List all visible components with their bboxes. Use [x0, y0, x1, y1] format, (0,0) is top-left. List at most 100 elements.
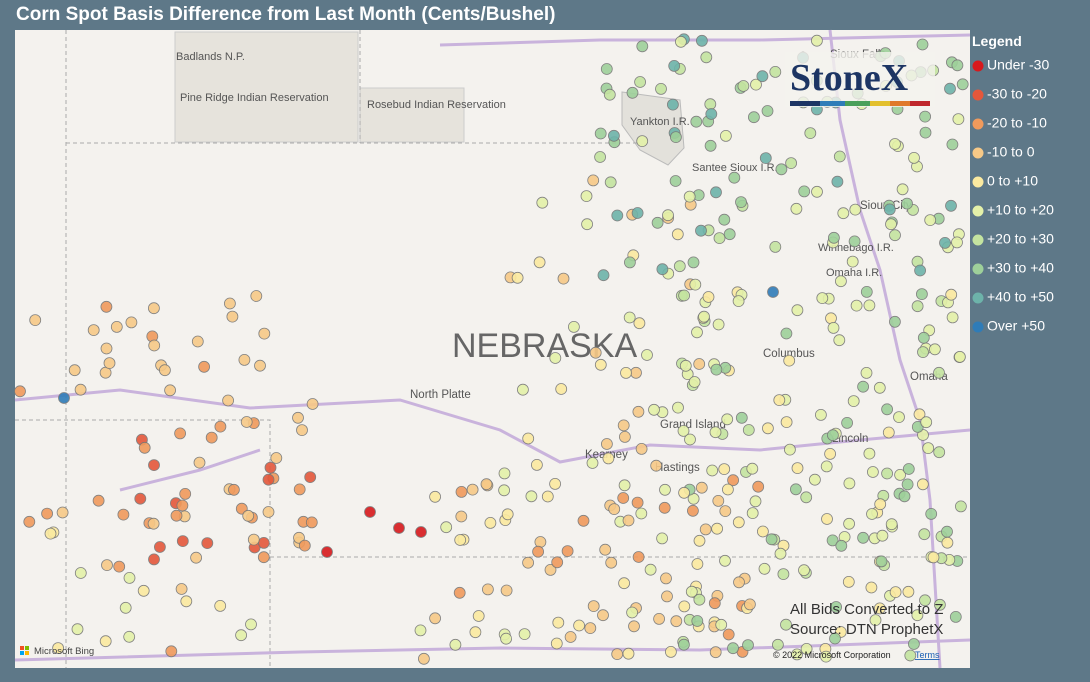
bid-dot — [721, 413, 734, 426]
bid-dot — [732, 295, 745, 308]
bid-dot — [873, 602, 886, 615]
bid-dot — [600, 63, 613, 75]
bid-dot — [709, 426, 722, 439]
bid-dot — [555, 383, 568, 395]
bid-dot — [918, 528, 931, 541]
bid-dot — [869, 614, 882, 626]
bid-dot — [623, 311, 636, 324]
bid-dot — [469, 626, 482, 639]
bid-dot — [551, 556, 564, 569]
bid-dot — [941, 525, 953, 538]
legend-title: Legend — [972, 33, 1022, 49]
bid-dot — [636, 40, 649, 53]
bid-dot — [417, 652, 430, 665]
bid-dot — [393, 522, 405, 534]
bid-dot — [262, 506, 275, 518]
bid-dot — [87, 324, 100, 337]
bid-dot — [453, 586, 466, 599]
bid-dot — [690, 115, 703, 128]
bid-dot — [601, 438, 613, 450]
map-label: Badlands N.P. — [176, 51, 245, 63]
region-label: NEBRASKA — [452, 327, 637, 365]
bid-dot — [214, 420, 227, 433]
bid-dot — [304, 471, 317, 484]
bid-dot — [599, 543, 612, 556]
bid-dot — [746, 462, 759, 475]
bid-dot — [481, 583, 494, 596]
bid-dot — [934, 598, 946, 611]
bid-dot — [92, 494, 105, 507]
bid-dot — [750, 78, 762, 91]
bid-dot — [498, 467, 511, 480]
legend-label: -30 to -20 — [987, 86, 1047, 102]
bid-dot — [685, 585, 698, 598]
bid-dot — [23, 515, 36, 528]
logo-bar — [790, 101, 930, 106]
bid-dot — [695, 481, 708, 494]
bid-dot — [500, 632, 513, 645]
bid-dot — [633, 317, 646, 330]
bid-dot — [619, 430, 631, 443]
bid-dot — [586, 457, 599, 469]
bid-dot — [863, 447, 876, 460]
bid-dot — [176, 535, 189, 547]
bid-dot — [712, 494, 725, 507]
bid-dot — [693, 593, 706, 606]
bid-dot — [14, 385, 26, 398]
bid-dot — [683, 190, 696, 203]
legend-marker — [972, 89, 984, 101]
terms-link[interactable]: Terms — [915, 650, 940, 660]
bid-dot — [885, 518, 898, 531]
bid-dot — [611, 648, 624, 660]
bid-dot — [296, 424, 308, 437]
bid-dot — [800, 643, 813, 655]
legend-marker — [972, 263, 984, 275]
bid-dot — [125, 316, 138, 329]
bid-dot — [668, 60, 681, 72]
bid-dot — [693, 358, 706, 370]
bid-dot — [536, 196, 549, 209]
bid-dot — [901, 478, 914, 491]
bid-dot — [455, 485, 468, 498]
bid-dot — [744, 598, 756, 611]
bid-dot — [250, 290, 263, 302]
bid-dot — [518, 628, 531, 640]
bid-dot — [44, 527, 57, 540]
bid-dot — [257, 551, 270, 564]
bid-dot — [672, 401, 684, 414]
bid-dot — [622, 647, 635, 660]
legend-marker — [972, 118, 984, 130]
bid-dot — [749, 495, 762, 508]
bid-dot — [911, 300, 924, 313]
bing-logo — [20, 646, 24, 650]
bid-dot — [103, 357, 116, 370]
bid-dot — [541, 490, 554, 503]
bid-dot — [41, 507, 53, 520]
bid-dot — [603, 88, 616, 101]
bid-dot — [693, 534, 706, 547]
bid-dot — [134, 492, 147, 505]
bid-dot — [597, 269, 610, 282]
bid-dot — [552, 616, 565, 629]
bid-dot — [148, 459, 160, 472]
bid-dot — [841, 416, 853, 429]
bid-dot — [525, 490, 538, 503]
bid-dot — [655, 83, 667, 95]
bid-dot — [722, 628, 735, 641]
bid-dot — [684, 433, 696, 446]
bid-dot — [735, 196, 747, 209]
bid-dot — [214, 600, 227, 612]
bid-dot — [415, 526, 427, 538]
bid-dot — [678, 638, 690, 651]
bid-dot — [117, 508, 130, 521]
bid-dot — [780, 327, 793, 340]
bid-dot — [876, 529, 889, 542]
bid-dot — [190, 551, 203, 564]
legend-marker — [972, 234, 984, 246]
bid-dot — [594, 358, 607, 371]
bid-dot — [945, 288, 958, 301]
bid-dot — [29, 314, 42, 327]
bid-dot — [100, 300, 113, 313]
bid-dot — [732, 516, 745, 529]
